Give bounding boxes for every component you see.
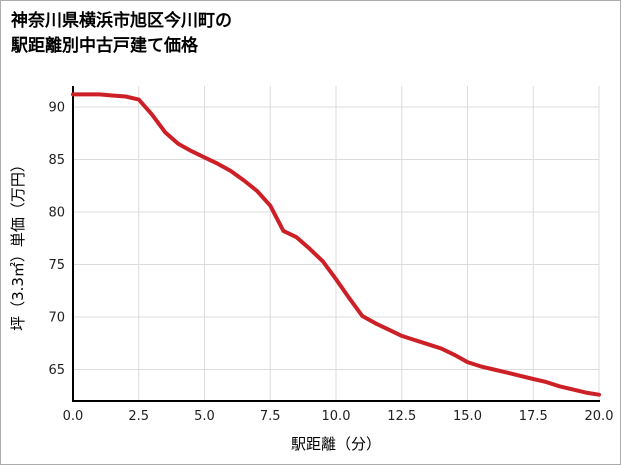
y-tick-label: 70 bbox=[48, 311, 65, 326]
x-tick-label: 5.0 bbox=[194, 409, 215, 424]
x-tick-label: 2.5 bbox=[128, 409, 149, 424]
x-tick-label: 10.0 bbox=[322, 409, 351, 424]
chart-title: 神奈川県横浜市旭区今川町の 駅距離別中古戸建て価格 bbox=[11, 9, 232, 58]
x-tick-label: 20.0 bbox=[585, 409, 614, 424]
axes-spines bbox=[72, 86, 600, 402]
y-tick-labels: 65 70 75 80 85 90 bbox=[48, 101, 65, 379]
grid-lines bbox=[73, 86, 600, 401]
x-tick-label: 12.5 bbox=[387, 409, 416, 424]
x-tick-label: 0.0 bbox=[63, 409, 84, 424]
y-tick-label: 75 bbox=[48, 258, 65, 273]
y-tick-label: 85 bbox=[48, 153, 65, 168]
x-tick-labels: 0.0 2.5 5.0 7.5 10.0 12.5 15.0 17.5 20.0 bbox=[63, 409, 614, 424]
chart-title-line2: 駅距離別中古戸建て価格 bbox=[11, 35, 198, 56]
y-tick-label: 80 bbox=[48, 206, 65, 221]
y-tick-label: 90 bbox=[48, 101, 65, 116]
price-line bbox=[71, 92, 601, 397]
chart-title-line1: 神奈川県横浜市旭区今川町の bbox=[11, 11, 232, 31]
x-axis-label: 駅距離（分） bbox=[291, 435, 381, 453]
y-axis-label: 坪（3.3㎡）単価（万円） bbox=[9, 157, 27, 331]
y-tick-label: 65 bbox=[48, 363, 65, 378]
x-tick-label: 17.5 bbox=[519, 409, 548, 424]
x-tick-label: 7.5 bbox=[260, 409, 281, 424]
x-tick-label: 15.0 bbox=[453, 409, 482, 424]
